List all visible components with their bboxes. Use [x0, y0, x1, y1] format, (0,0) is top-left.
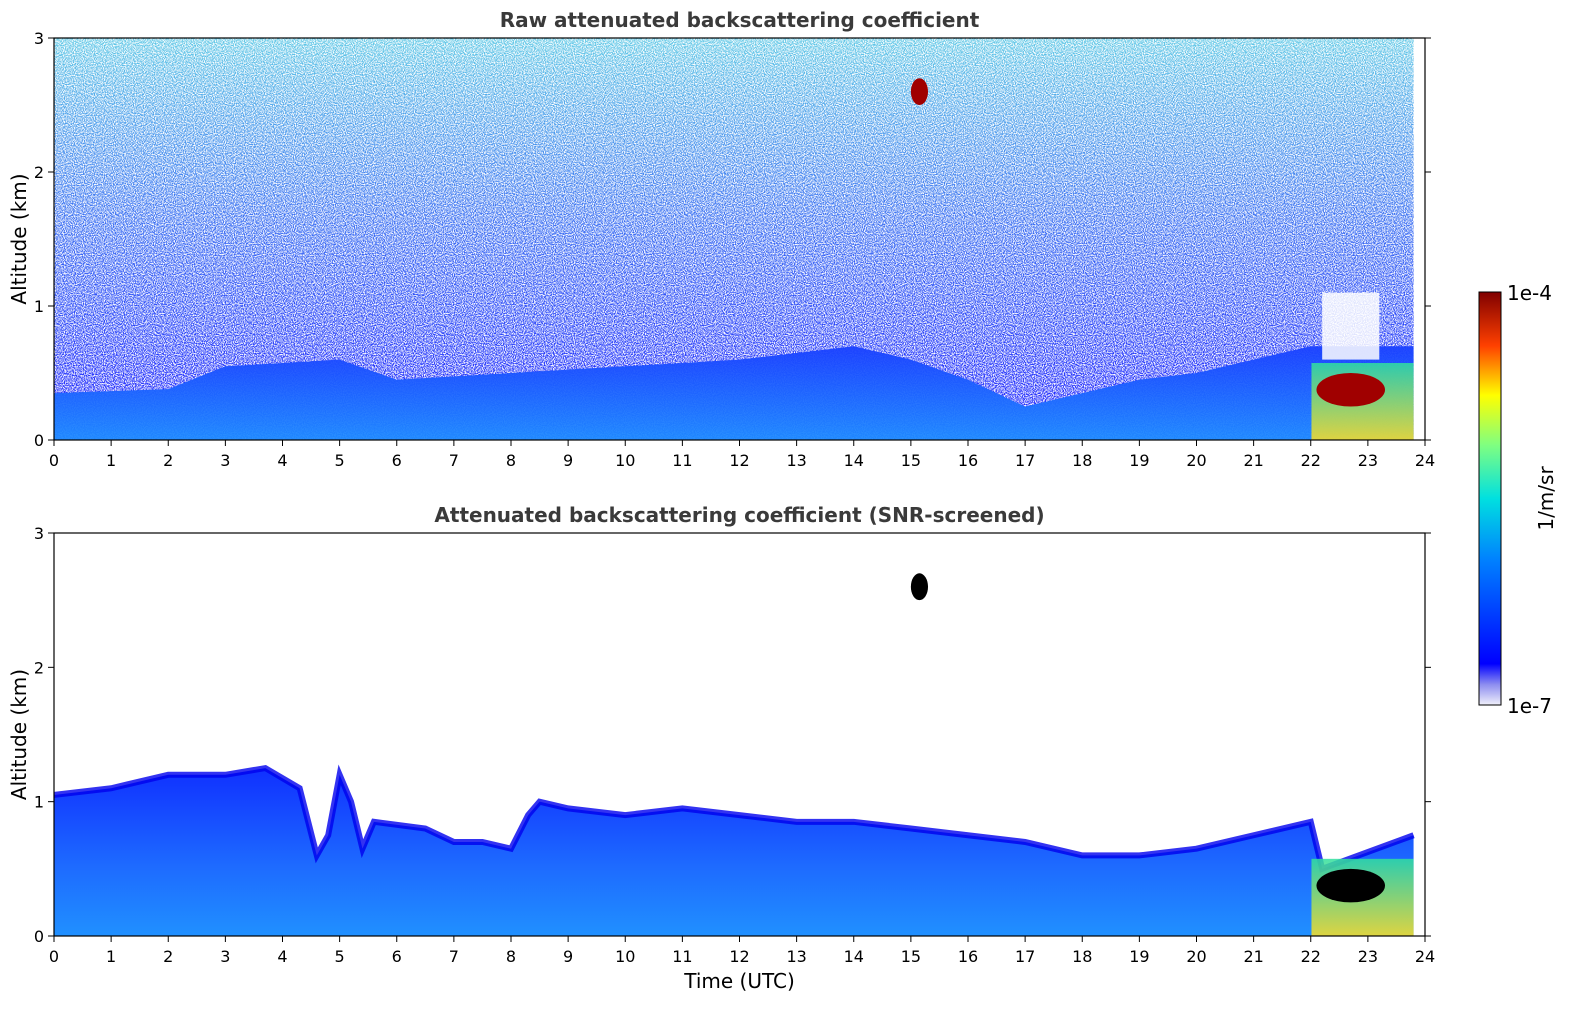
x-tick-label: 10	[615, 947, 635, 966]
y-tick-label: 3	[34, 29, 44, 48]
x-tick-label: 13	[786, 451, 806, 470]
low-cloud	[1316, 373, 1386, 407]
x-tick-label: 4	[277, 947, 287, 966]
y-tick-label: 3	[34, 524, 44, 543]
x-tick-label: 9	[563, 947, 573, 966]
signal-gap	[1322, 292, 1380, 360]
snr-panel-xlabel: Time (UTC)	[683, 969, 795, 993]
colorbar-min-label: 1e-7	[1507, 694, 1552, 718]
x-tick-label: 21	[1243, 451, 1263, 470]
x-tick-label: 24	[1415, 947, 1435, 966]
x-tick-label: 22	[1301, 451, 1321, 470]
snr-panel-ylabel: Altitude (km)	[7, 669, 31, 800]
x-tick-label: 9	[563, 451, 573, 470]
x-tick-label: 0	[49, 451, 59, 470]
x-tick-label: 11	[672, 451, 692, 470]
x-tick-label: 23	[1358, 947, 1378, 966]
raw-backscatter-heatmap	[54, 38, 1414, 440]
x-tick-label: 7	[449, 451, 459, 470]
x-tick-label: 5	[335, 451, 345, 470]
colorbar-unit-label: 1/m/sr	[1534, 466, 1558, 531]
x-tick-label: 8	[506, 947, 516, 966]
colorbar-max-label: 1e-4	[1507, 281, 1552, 305]
raw-backscatter-panel: Raw attenuated backscattering coefficien…	[7, 8, 1435, 470]
raw-panel-ylabel: Altitude (km)	[7, 173, 31, 304]
x-tick-label: 5	[335, 947, 345, 966]
x-tick-label: 22	[1301, 947, 1321, 966]
x-tick-label: 12	[729, 451, 749, 470]
y-tick-label: 2	[34, 658, 44, 677]
y-tick-label: 0	[34, 431, 44, 450]
x-tick-label: 18	[1072, 451, 1092, 470]
x-tick-label: 23	[1358, 451, 1378, 470]
x-tick-label: 2	[163, 451, 173, 470]
x-tick-label: 16	[958, 947, 978, 966]
x-tick-label: 20	[1186, 947, 1206, 966]
x-tick-label: 15	[901, 947, 921, 966]
x-tick-label: 15	[901, 451, 921, 470]
screened-layer	[54, 768, 1414, 936]
x-tick-label: 13	[786, 947, 806, 966]
snr-screened-panel: Attenuated backscattering coefficient (S…	[7, 503, 1435, 993]
x-tick-label: 2	[163, 947, 173, 966]
y-tick-label: 2	[34, 163, 44, 182]
x-tick-label: 11	[672, 947, 692, 966]
x-tick-label: 16	[958, 451, 978, 470]
x-tick-label: 14	[844, 947, 864, 966]
snr-panel-ticks: 0 1 2 3 4 5 6 7 8 9 10 11 12 13 14 15 16 17 18 19 20 21 22 23 24…	[34, 524, 1435, 966]
y-tick-label: 1	[34, 793, 44, 812]
snr-screened-heatmap	[54, 573, 1415, 936]
x-tick-label: 0	[49, 947, 59, 966]
x-tick-label: 7	[449, 947, 459, 966]
raw-panel-title: Raw attenuated backscattering coefficien…	[500, 8, 980, 32]
x-tick-label: 19	[1129, 947, 1149, 966]
x-tick-label: 17	[1015, 451, 1035, 470]
y-tick-label: 0	[34, 927, 44, 946]
x-tick-label: 21	[1243, 947, 1263, 966]
x-tick-label: 1	[106, 947, 116, 966]
high-altitude-cloud	[910, 78, 929, 105]
x-tick-label: 20	[1186, 451, 1206, 470]
colorbar: 1e-4 1e-7 1/m/sr	[1478, 281, 1558, 718]
x-tick-label: 1	[106, 451, 116, 470]
y-tick-label: 1	[34, 297, 44, 316]
x-tick-label: 18	[1072, 947, 1092, 966]
low-cloud	[1316, 868, 1386, 903]
x-tick-label: 12	[729, 947, 749, 966]
x-tick-label: 24	[1415, 451, 1435, 470]
x-tick-label: 3	[220, 451, 230, 470]
x-tick-label: 6	[392, 947, 402, 966]
x-tick-label: 4	[277, 451, 287, 470]
x-tick-label: 19	[1129, 451, 1149, 470]
x-tick-label: 3	[220, 947, 230, 966]
high-altitude-cloud	[910, 573, 929, 601]
x-tick-label: 6	[392, 451, 402, 470]
layer-top-edge	[54, 764, 1415, 873]
x-tick-label: 10	[615, 451, 635, 470]
snr-panel-title: Attenuated backscattering coefficient (S…	[434, 503, 1044, 527]
x-tick-label: 17	[1015, 947, 1035, 966]
boundary-layer	[54, 346, 1414, 440]
x-tick-label: 8	[506, 451, 516, 470]
colorbar-gradient	[1478, 291, 1502, 706]
x-tick-label: 14	[844, 451, 864, 470]
raw-panel-ticks: 0 1 2 3 4 5 6 7 8 9 10 11 12 13 14 15 16 17 18 19 20 21 22 23 24…	[34, 29, 1435, 470]
